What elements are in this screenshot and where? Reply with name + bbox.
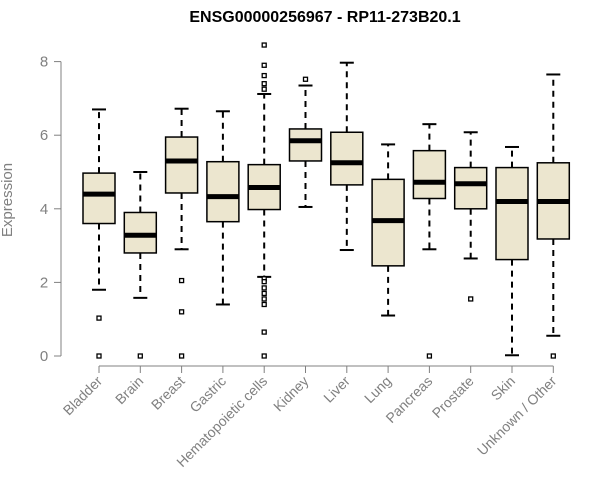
- outlier-point: [261, 285, 267, 291]
- outlier-point: [137, 353, 143, 359]
- box-lung: [371, 143, 405, 317]
- iqr-box: [330, 131, 364, 186]
- outlier-point: [261, 72, 267, 79]
- box-breast: [164, 107, 199, 359]
- x-tick-label: Breast: [148, 373, 188, 413]
- outlier-point: [178, 309, 185, 315]
- outlier-point: [178, 353, 185, 359]
- iqr-box: [164, 136, 199, 194]
- outlier-point: [426, 353, 433, 359]
- box-hematopoietic-cells: [247, 42, 281, 359]
- box-liver: [330, 61, 364, 252]
- box-brain: [123, 171, 158, 359]
- outlier-point: [261, 296, 267, 302]
- y-tick-label: 6: [40, 127, 48, 144]
- outlier-point: [261, 279, 267, 285]
- outlier-point: [261, 81, 267, 87]
- y-tick-label: 0: [40, 348, 48, 365]
- box-bladder: [82, 108, 116, 359]
- box-prostate: [453, 131, 488, 302]
- outlier-point: [468, 296, 474, 302]
- y-tick-label: 2: [40, 274, 48, 291]
- x-tick-label: Lung: [361, 373, 394, 406]
- x-tick-label: Kidney: [270, 373, 312, 415]
- chart-title: ENSG00000256967 - RP11-273B20.1: [189, 9, 460, 26]
- outlier-point: [178, 277, 185, 284]
- outlier-point: [261, 329, 267, 335]
- outlier-point: [96, 315, 102, 321]
- x-tick-label: Skin: [488, 373, 519, 404]
- boxes-group: [82, 42, 571, 359]
- y-axis-label: Expression: [0, 163, 16, 237]
- iqr-box: [288, 128, 323, 162]
- outlier-point: [261, 290, 267, 297]
- iqr-box: [82, 172, 116, 225]
- outlier-point: [261, 301, 267, 308]
- iqr-box: [495, 166, 529, 261]
- iqr-box: [206, 160, 240, 223]
- iqr-box: [412, 149, 447, 200]
- y-tick-label: 8: [40, 54, 48, 71]
- x-tick-label: Brain: [112, 373, 146, 407]
- outlier-point: [302, 76, 309, 82]
- outlier-point: [261, 86, 267, 92]
- y-tick-label: 4: [40, 201, 48, 218]
- box-skin: [495, 145, 529, 357]
- outlier-point: [261, 42, 267, 48]
- outlier-point: [261, 62, 267, 68]
- x-tick-label: Bladder: [60, 373, 106, 419]
- y-axis: 0 2 4 6 8: [40, 54, 62, 365]
- outlier-point: [96, 353, 102, 359]
- iqr-box: [123, 211, 158, 254]
- box-gastric: [206, 110, 240, 306]
- box-unknown-other: [536, 73, 571, 359]
- x-tick-label: Liver: [320, 373, 353, 406]
- x-tick-label: Prostate: [429, 373, 477, 421]
- box-kidney: [288, 76, 323, 208]
- outlier-point: [550, 353, 556, 359]
- outlier-point: [261, 353, 267, 359]
- box-pancreas: [412, 123, 447, 359]
- iqr-box: [453, 166, 488, 210]
